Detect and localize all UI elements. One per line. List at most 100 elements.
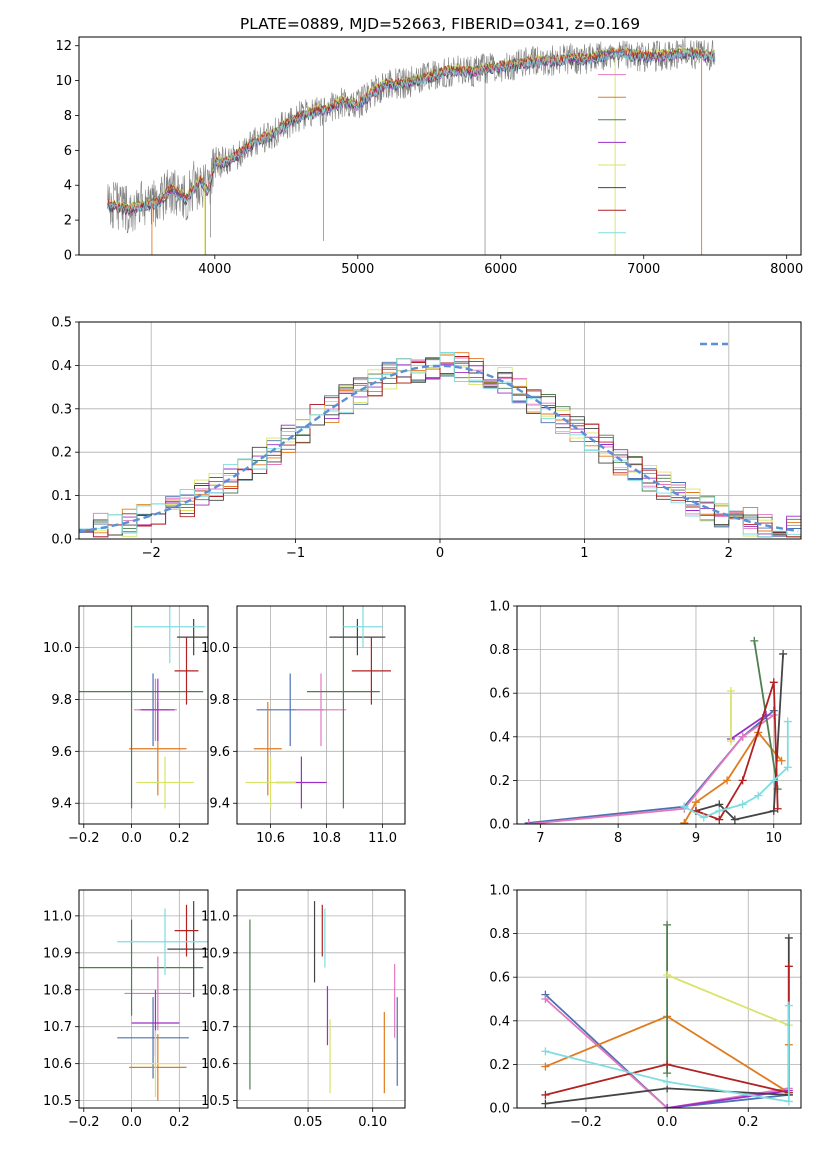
weight-line [683, 721, 789, 819]
axes-frame [236, 889, 406, 1109]
weight-marker [663, 1069, 672, 1078]
weight-marker [769, 711, 778, 719]
y-tick-label: 10.5 [201, 1094, 230, 1109]
axes-ebv-vs-mass: 0.05 0.10 10.5 10.6 10.7 10.8 10.9 11.0 [201, 889, 406, 1130]
weight-marker [541, 1090, 550, 1099]
weight-series [691, 678, 782, 824]
weight-series [680, 717, 792, 822]
errorbar-point [174, 637, 199, 705]
y-tick-label: 0.5 [51, 316, 72, 331]
axes-frame [236, 605, 406, 825]
histogram-steps [79, 356, 801, 539]
y-tick-label: 10.9 [43, 946, 72, 961]
errorbar-point [117, 997, 189, 1079]
x-tick-label: 0.2 [169, 831, 190, 846]
x-tick-label: 9 [692, 831, 700, 846]
weight-marker [738, 776, 747, 785]
x-tick-label: 6000 [484, 262, 517, 277]
y-tick-label: 11.0 [43, 909, 72, 924]
x-tick-label: 4000 [198, 262, 231, 277]
y-tick-label: 0.6 [489, 687, 510, 702]
y-tick-label: 10.6 [43, 1057, 72, 1072]
axes-spectrum: 4000 5000 6000 7000 8000 0 2 4 6 8 10 12 [55, 36, 803, 277]
weight-marker [663, 971, 672, 980]
y-tick-label: 9.8 [51, 693, 72, 708]
axes-residuals: −2 −1 0 1 2 0.0 0.1 0.2 0.3 0.4 0.5 [51, 316, 802, 561]
errorbar-point [129, 1034, 187, 1101]
weight-marker [783, 763, 792, 772]
histogram-steps [79, 352, 801, 539]
y-tick-label: 2 [64, 214, 72, 229]
x-tick-label: 0.0 [121, 1115, 142, 1130]
y-tick-label: 1.0 [489, 600, 510, 615]
weight-marker [524, 820, 533, 824]
weight-marker [715, 806, 724, 815]
y-tick-label: 0.4 [489, 1014, 510, 1029]
axes-frame [516, 889, 802, 1109]
y-tick-label: 10.0 [43, 641, 72, 656]
y-tick-label: 10.5 [43, 1094, 72, 1109]
weight-line [666, 974, 790, 1027]
x-tick-label: −0.2 [68, 1115, 100, 1130]
weight-marker [663, 1077, 672, 1086]
axes-z-vs-mass: −0.2 0.0 0.2 10.5 10.6 10.7 10.8 10.9 11.0 [43, 889, 209, 1130]
y-tick-label: 11.0 [201, 909, 230, 924]
x-tick-label: 7000 [627, 262, 660, 277]
weight-marker [699, 813, 708, 822]
errorbar-point [133, 606, 206, 664]
x-tick-label: 0.2 [169, 1115, 190, 1130]
y-tick-label: 0.0 [489, 818, 510, 833]
weight-series [680, 728, 786, 824]
x-tick-label: 2 [725, 546, 733, 561]
weight-marker [663, 1104, 672, 1108]
axes-z-vs-age: −0.2 0.0 0.2 9.4 9.6 9.8 10.0 [43, 605, 209, 846]
x-tick-label: −1 [286, 546, 305, 561]
errorbar-point [124, 956, 192, 1031]
weight-marker [663, 1060, 672, 1069]
errorbar-point [174, 904, 199, 957]
x-tick-label: 5000 [341, 262, 374, 277]
weight-marker [784, 933, 793, 942]
weight-marker [750, 636, 759, 645]
y-tick-label: 0.1 [51, 489, 72, 504]
weight-marker [715, 815, 724, 824]
errorbar-point [79, 919, 204, 1016]
plot-area-ebv-vs-mass [249, 901, 398, 1094]
errorbar-point [117, 908, 208, 975]
weight-marker [663, 920, 672, 929]
axes-frame [78, 605, 209, 825]
x-tick-label: 0 [436, 546, 444, 561]
model-fit-line [107, 49, 716, 214]
weight-line [528, 714, 775, 824]
y-tick-label: 10.6 [201, 1057, 230, 1072]
weight-marker [691, 798, 700, 807]
x-tick-label: 10.6 [256, 831, 285, 846]
y-tick-label: 0.6 [489, 971, 510, 986]
axes-mass-vs-age: 10.6 10.8 11.0 9.4 9.6 9.8 10.0 [201, 605, 406, 846]
legend [598, 51, 626, 234]
y-tick-label: 0.4 [489, 730, 510, 745]
plot-area-z-vs-mass [79, 901, 208, 1101]
weight-marker [769, 678, 778, 687]
axes-z-vs-weight: −0.2 0.0 0.2 0.0 0.2 0.4 0.6 0.8 1.0 [489, 884, 802, 1130]
axes-frame [516, 605, 802, 825]
plot-area-residuals [79, 352, 801, 539]
y-tick-label: 9.6 [51, 745, 72, 760]
errorbar-point [343, 606, 383, 648]
x-tick-label: 8 [614, 831, 622, 846]
weight-marker [541, 1099, 550, 1108]
weight-marker [541, 995, 550, 1003]
chart-title: PLATE=0889, MJD=52663, FIBERID=0341, z=0… [240, 15, 640, 33]
weight-marker [541, 1047, 550, 1056]
plot-area-z-vs-age [79, 606, 208, 809]
errorbar-point [167, 901, 208, 998]
axes-frame [78, 36, 802, 256]
weight-line [730, 714, 767, 740]
weight-marker [738, 800, 747, 809]
y-tick-label: 10.8 [43, 983, 72, 998]
x-tick-label: 10 [765, 831, 782, 846]
y-tick-label: 0.2 [51, 446, 72, 461]
weight-marker [723, 776, 732, 785]
y-tick-label: 9.6 [209, 745, 230, 760]
